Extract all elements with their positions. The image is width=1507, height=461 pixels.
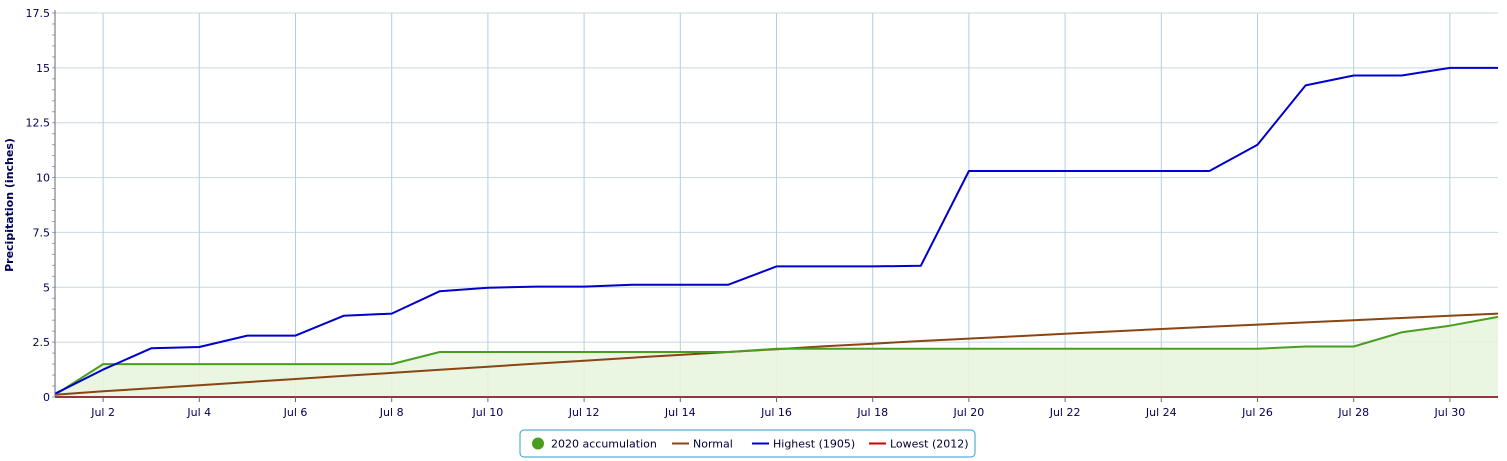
y-tick-label: 5 (43, 281, 50, 294)
legend-label: Highest (1905) (773, 438, 855, 451)
legend-label: Normal (693, 438, 733, 451)
accumulation-area-fill (55, 316, 1498, 397)
x-tick-labels: Jul 2 Jul 4 Jul 6 Jul 8 Jul 10 Jul 12 Jul 14 Ju… (90, 406, 1465, 419)
y-tick-label: 10 (36, 172, 50, 185)
accumulation-area (55, 316, 1498, 397)
y-tick-label: 7.5 (33, 226, 51, 239)
y-axis-label: Precipitation (inches) (3, 138, 16, 272)
legend-item-2020-accumulation[interactable]: 2020 accumulation (532, 437, 657, 451)
legend[interactable]: 2020 accumulation Normal Highest (1905) Low… (519, 429, 976, 458)
legend-symbol (532, 437, 544, 450)
y-tick-label: 17.5 (26, 7, 51, 20)
legend-item-normal[interactable]: Normal (672, 438, 733, 451)
x-tick-label: Jul 22 (1049, 406, 1081, 419)
y-tick-label: 15 (36, 62, 50, 75)
x-tick-label: Jul 16 (760, 406, 792, 419)
y-tick-labels: 0 2.5 5 7.5 10 12.5 15 17.5 (26, 7, 51, 404)
x-tick-label: Jul 14 (664, 406, 696, 419)
y-tick-label: 2.5 (33, 336, 51, 349)
x-tick-label: Jul 20 (953, 406, 985, 419)
grid (55, 12, 1498, 398)
series-line-highest-1905 (54, 66, 1498, 395)
y-tick-label: 12.5 (26, 117, 51, 130)
legend-box (519, 429, 976, 458)
series-line-2020-accumulation (54, 315, 1499, 396)
axes (54, 10, 1498, 402)
x-tick-label: Jul 4 (186, 406, 211, 419)
legend-item-highest-1905[interactable]: Highest (1905) (752, 438, 855, 451)
x-tick-label: Jul 2 (90, 406, 115, 419)
x-tick-label: Jul 8 (379, 406, 404, 419)
legend-label: 2020 accumulation (551, 438, 657, 451)
x-tick-label: Jul 24 (1145, 406, 1177, 419)
x-tick-label: Jul 28 (1337, 406, 1369, 419)
x-tick-label: Jul 6 (283, 406, 308, 419)
x-tick-label: Jul 18 (856, 406, 888, 419)
x-tick-label: Jul 26 (1241, 406, 1273, 419)
y-tick-label: 0 (43, 391, 50, 404)
legend-item-lowest-2012[interactable]: Lowest (2012) (869, 438, 969, 451)
x-tick-label: Jul 30 (1434, 406, 1466, 419)
x-tick-label: Jul 12 (568, 406, 600, 419)
legend-label: Lowest (2012) (890, 438, 969, 451)
x-tick-label: Jul 10 (472, 406, 504, 419)
